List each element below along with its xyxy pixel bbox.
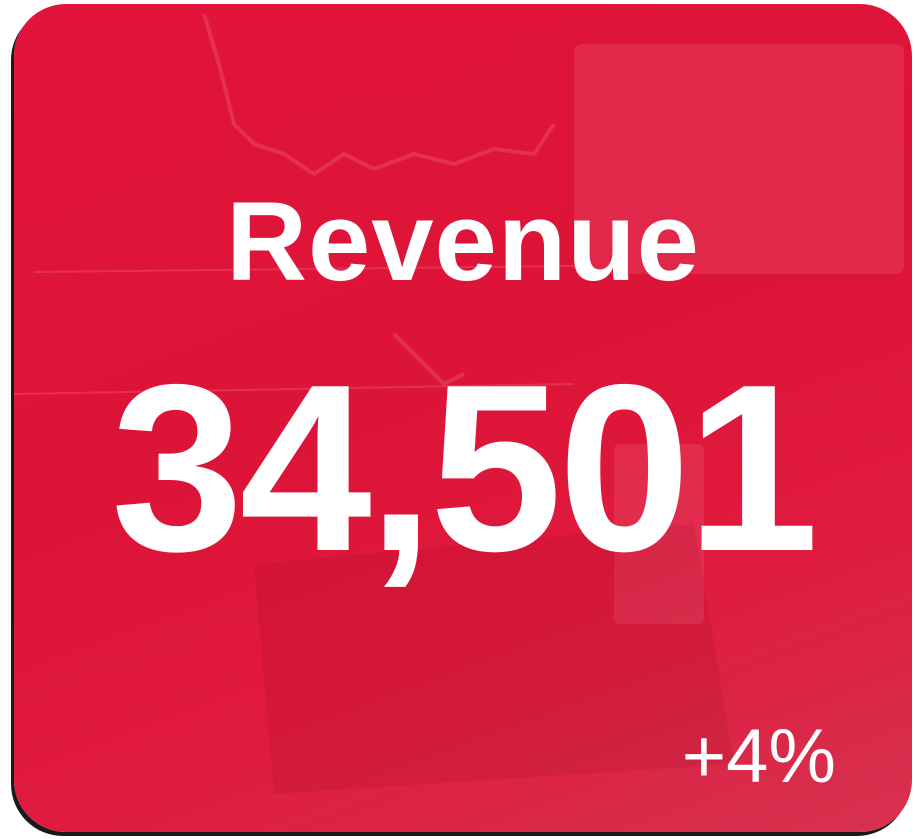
card-title: Revenue bbox=[14, 182, 912, 302]
kpi-value: 34,501 bbox=[14, 344, 912, 594]
kpi-change: +4% bbox=[682, 712, 836, 802]
page: Revenue 34,501 +4% (() => { const data =… bbox=[0, 0, 915, 839]
kpi-card: Revenue 34,501 +4% bbox=[14, 4, 912, 832]
